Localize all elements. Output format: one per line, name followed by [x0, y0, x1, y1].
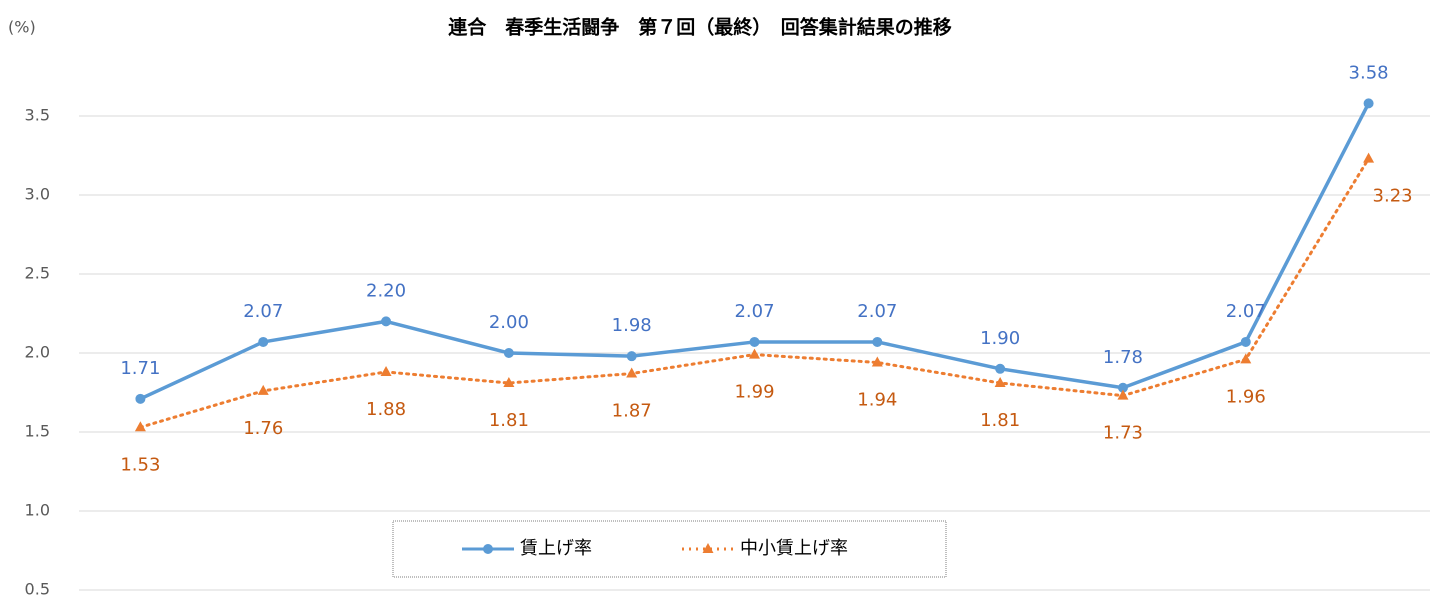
marker: [134, 421, 146, 432]
data-label: 1.94: [857, 389, 897, 410]
data-label: 2.07: [857, 301, 897, 322]
data-label: 1.76: [243, 418, 283, 439]
marker: [626, 367, 638, 378]
y-tick-label: 2.0: [25, 343, 50, 362]
data-label: 1.78: [1103, 347, 1143, 368]
y-tick-label: 3.5: [25, 106, 50, 125]
marker: [1117, 382, 1128, 393]
data-label: 1.90: [980, 328, 1020, 349]
data-label: 2.07: [1226, 301, 1266, 322]
marker: [258, 336, 269, 347]
data-label: 1.88: [366, 399, 406, 420]
marker: [1240, 353, 1252, 364]
marker: [872, 336, 883, 347]
y-tick-label: 3.0: [25, 185, 50, 204]
marker: [1363, 152, 1375, 163]
data-label: 1.53: [120, 454, 160, 475]
marker: [380, 365, 392, 376]
marker: [626, 351, 637, 362]
legend-label: 中小賃上げ率: [740, 538, 848, 559]
marker: [503, 348, 514, 358]
data-label: 3.58: [1349, 62, 1389, 83]
data-label: 1.87: [612, 401, 652, 422]
marker: [1240, 336, 1251, 347]
marker: [381, 316, 392, 327]
marker: [135, 393, 146, 404]
data-label: 1.96: [1226, 386, 1266, 407]
marker: [257, 384, 269, 395]
data-label: 1.99: [734, 382, 774, 403]
chart-title: 連合 春季生活闘争 第７回（最終） 回答集計結果の推移: [448, 16, 952, 39]
marker: [871, 356, 883, 367]
legend-label: 賃上げ率: [520, 538, 592, 559]
data-label: 1.81: [980, 410, 1020, 431]
y-tick-label: 2.5: [25, 264, 50, 283]
marker: [1117, 389, 1129, 400]
data-label: 1.81: [489, 410, 529, 431]
data-label: 2.20: [366, 280, 406, 301]
data-label: 1.98: [612, 315, 652, 336]
data-label: 1.73: [1103, 423, 1143, 444]
marker: [994, 377, 1006, 388]
data-label: 2.07: [243, 301, 283, 322]
y-tick-label: 0.5: [25, 580, 50, 599]
data-label: 3.23: [1373, 186, 1413, 207]
legend: 賃上げ率 中小賃上げ率: [392, 520, 947, 578]
y-tick-label: 1.5: [25, 422, 50, 441]
marker: [503, 377, 515, 388]
legend-marker: [483, 544, 493, 554]
marker: [995, 363, 1006, 374]
y-tick-label: 1.0: [25, 501, 50, 520]
marker: [1363, 98, 1374, 109]
legend-marker: [702, 543, 714, 553]
data-label: 1.71: [120, 358, 160, 379]
data-label: 2.07: [734, 301, 774, 322]
data-label: 2.00: [489, 312, 529, 333]
marker: [749, 336, 760, 347]
marker: [749, 348, 760, 359]
y-axis-unit: (%): [8, 18, 36, 37]
